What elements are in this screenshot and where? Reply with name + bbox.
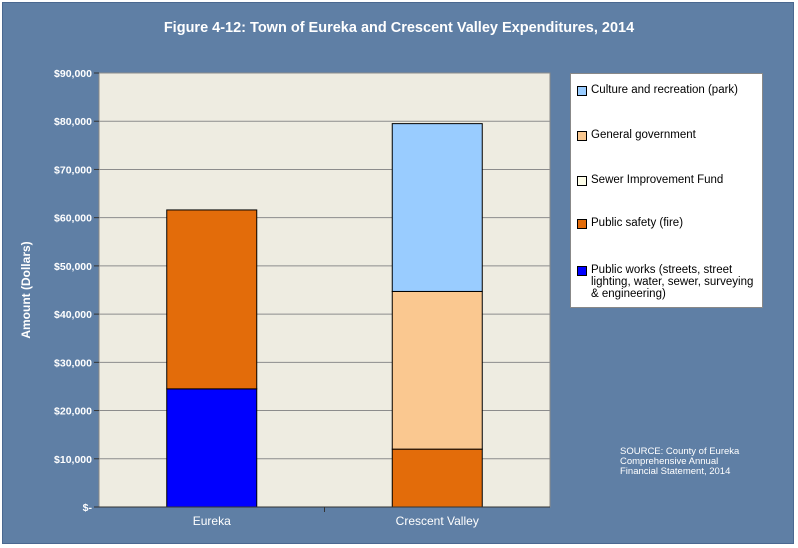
legend-item: Culture and recreation (park) xyxy=(577,84,757,96)
legend-swatch xyxy=(577,86,587,96)
axis-layer: $- $10,000 $20,000 $30,000 $40,000 $50,000 $60… xyxy=(54,68,550,528)
legend-label: Sewer Improvement Fund xyxy=(591,174,724,186)
bar-segment xyxy=(391,448,483,508)
legend-label: Culture and recreation (park) xyxy=(591,84,739,96)
x-tick-label: Crescent Valley xyxy=(396,514,479,528)
y-tick-label: $40,000 xyxy=(54,309,92,321)
y-tick-label: $30,000 xyxy=(54,357,92,369)
y-axis-label: Amount (Dollars) xyxy=(19,241,33,338)
bar-segment xyxy=(166,209,258,390)
legend-label: Public works (streets, street lighting, … xyxy=(591,264,754,300)
y-tick-label: $- xyxy=(83,502,93,514)
legend-swatch xyxy=(577,219,587,229)
bar-segment xyxy=(391,290,483,450)
y-tick-label: $20,000 xyxy=(54,406,92,418)
x-tick-label: Eureka xyxy=(193,514,231,528)
bar-segment xyxy=(391,123,483,292)
y-tick-label: $50,000 xyxy=(54,261,92,273)
legend-label: General government xyxy=(591,129,696,141)
bar-segment xyxy=(166,388,258,508)
legend: Culture and recreation (park) General gov… xyxy=(570,73,763,308)
legend-swatch xyxy=(577,266,587,276)
legend-item: Sewer Improvement Fund xyxy=(577,174,757,186)
source-note: SOURCE: County of Eureka Comprehensive A… xyxy=(620,446,740,477)
legend-item: Public works (streets, street lighting, … xyxy=(577,264,757,300)
legend-item: Public safety (fire) xyxy=(577,217,757,229)
bar-layer xyxy=(166,123,483,508)
y-tick-label: $10,000 xyxy=(54,454,92,466)
chart-title: Figure 4-12: Town of Eureka and Crescent… xyxy=(163,20,635,36)
y-tick-label: $60,000 xyxy=(54,213,92,225)
legend-swatch xyxy=(577,131,587,141)
legend-label: Public safety (fire) xyxy=(591,217,684,229)
y-tick-label: $90,000 xyxy=(54,68,92,80)
y-tick-label: $80,000 xyxy=(54,116,92,128)
legend-item: General government xyxy=(577,129,757,141)
y-tick-label: $70,000 xyxy=(54,164,92,176)
legend-swatch xyxy=(577,176,587,186)
